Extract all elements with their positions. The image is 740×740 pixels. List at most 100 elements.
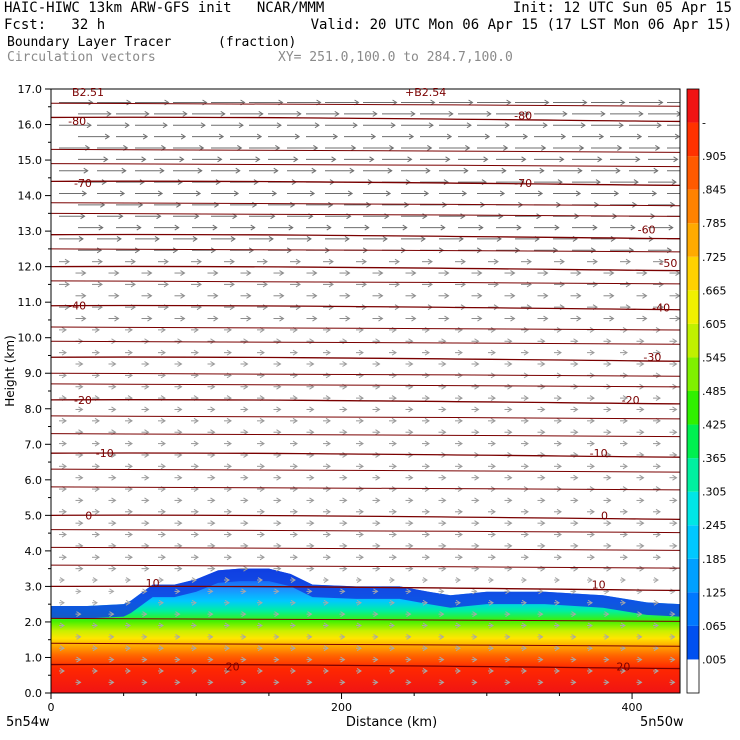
wind-vector-head xyxy=(144,361,150,367)
wind-vector-head xyxy=(579,145,585,151)
wind-vector-head xyxy=(490,440,496,447)
wind-vector-head xyxy=(126,99,132,106)
wind-vector-head xyxy=(144,383,150,390)
wind-vector-head xyxy=(213,292,219,299)
isotherm-line xyxy=(51,468,680,473)
isotherm-line xyxy=(51,383,680,388)
wind-vector-head xyxy=(332,133,339,140)
wind-vector-head xyxy=(620,668,626,674)
wind-vector-head xyxy=(540,406,546,413)
wind-vector-head xyxy=(250,224,256,231)
wind-vector-head xyxy=(295,304,301,311)
isotherm-line xyxy=(51,585,680,592)
wind-vector-head xyxy=(422,577,428,583)
wind-vector-head xyxy=(309,474,315,481)
y-tick-label: 1.0 xyxy=(25,651,43,664)
wind-vector-head xyxy=(290,622,296,629)
wind-vector-head xyxy=(114,292,120,299)
isotherm-line xyxy=(51,356,680,362)
wind-vector-head xyxy=(243,406,249,413)
x-tick-label: 400 xyxy=(622,701,643,714)
wind-vector-head xyxy=(158,668,164,674)
wind-vector-head xyxy=(352,122,358,129)
wind-vector-head xyxy=(387,167,393,174)
wind-vector-head xyxy=(653,577,659,583)
temperature-contours xyxy=(51,102,680,670)
wind-vector-head xyxy=(127,554,133,561)
wind-vector-head xyxy=(124,122,130,129)
wind-vector-head xyxy=(177,565,183,572)
wind-vector-head xyxy=(490,508,496,515)
wind-vector-head xyxy=(441,429,447,436)
wind-vector-head xyxy=(116,236,122,242)
wind-vector-head xyxy=(226,508,232,515)
y-tick-label: 15.0 xyxy=(18,154,43,167)
wind-vector-head xyxy=(312,292,318,299)
wind-vector-head xyxy=(375,429,381,436)
wind-vector-head xyxy=(589,531,595,538)
colorbar-swatch xyxy=(687,122,699,157)
wind-vector-head xyxy=(243,542,249,549)
wind-vector-head xyxy=(411,270,417,276)
wind-vector-head xyxy=(78,236,84,242)
wind-vector-head xyxy=(111,474,117,481)
wind-vector-head xyxy=(292,417,298,424)
wind-vector-head xyxy=(274,588,280,595)
wind-vector-head xyxy=(642,270,648,276)
wind-vector-head xyxy=(358,395,364,402)
y-tick-label: 16.0 xyxy=(18,119,43,132)
wind-vector-head xyxy=(457,349,463,356)
wind-vector-head xyxy=(217,156,223,163)
wind-vector-head xyxy=(356,599,362,606)
wind-vector-head xyxy=(472,633,478,640)
wind-vector-head xyxy=(405,179,411,186)
wind-vector-head xyxy=(483,156,489,163)
colorbar-swatch xyxy=(687,625,699,660)
wind-vector-head xyxy=(642,292,648,299)
wind-vector-head xyxy=(311,167,317,174)
colorbar-swatch xyxy=(687,256,699,291)
wind-vector-head xyxy=(655,508,661,515)
wind-vector-head xyxy=(130,258,136,265)
wind-vector-head xyxy=(670,611,676,618)
wind-vector-head xyxy=(559,258,565,265)
wind-vector-head xyxy=(61,326,67,333)
wind-vector-head xyxy=(193,417,199,424)
wind-vector-head xyxy=(142,133,149,140)
wind-vector-head xyxy=(127,531,133,538)
wind-vector-head xyxy=(125,599,131,606)
wind-vector-head xyxy=(422,599,428,606)
wind-vector-head xyxy=(637,611,643,618)
wind-vector-head xyxy=(177,406,183,413)
wind-vector-head xyxy=(540,429,546,436)
wind-vector-head xyxy=(328,258,334,265)
isotherm-line xyxy=(51,265,680,272)
wind-vector-head xyxy=(314,122,320,129)
wind-vector-head xyxy=(94,417,100,424)
wind-vector-head xyxy=(307,633,313,640)
wind-vector-head xyxy=(609,292,615,299)
contour-label: -30 xyxy=(643,351,661,364)
wind-vector-head xyxy=(309,190,316,197)
wind-vector-head xyxy=(656,122,662,129)
wind-vector-head xyxy=(573,565,579,572)
wind-vector-head xyxy=(375,406,381,413)
wind-vector-head xyxy=(592,281,598,288)
wind-vector-head xyxy=(556,554,562,561)
wind-vector-head xyxy=(243,361,249,367)
wind-vector-head xyxy=(144,406,150,413)
wind-vector-head xyxy=(375,520,381,527)
wind-vector-head xyxy=(180,133,187,140)
colorbar-label: .665 xyxy=(702,284,727,297)
wind-vector-head xyxy=(292,372,298,379)
wind-vector-head xyxy=(233,190,240,197)
wind-vector-head xyxy=(582,99,588,106)
wind-vector-head xyxy=(378,292,384,299)
wind-vector-head xyxy=(510,292,516,299)
wind-vector-head xyxy=(127,326,133,333)
wind-vector-head xyxy=(158,577,164,583)
wind-vector-head xyxy=(292,349,298,356)
wind-vector-head xyxy=(499,190,506,197)
wind-vector-head xyxy=(523,554,529,561)
wind-vector-head xyxy=(78,361,84,367)
